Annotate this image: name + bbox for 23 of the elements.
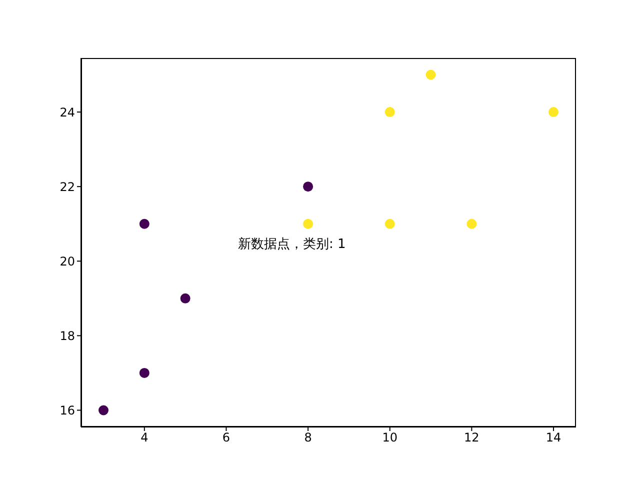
point	[384, 107, 395, 118]
x-tick-label: 8	[304, 430, 312, 445]
point	[548, 107, 558, 118]
x-tick-label: 10	[382, 430, 398, 445]
y-tick-label: 24	[60, 105, 75, 120]
point	[466, 218, 477, 229]
point	[303, 218, 314, 229]
point	[426, 70, 436, 80]
x-tick-label: 14	[546, 430, 562, 445]
y-tick-label: 20	[60, 254, 75, 268]
point	[98, 405, 108, 416]
y-tick-label: 22	[60, 180, 75, 194]
point	[139, 218, 150, 229]
point	[303, 182, 314, 192]
point	[384, 218, 395, 229]
y-tick-label: 16	[60, 403, 75, 418]
point	[139, 368, 150, 378]
annotation: 新数据点，类别: 1	[238, 237, 346, 253]
point	[180, 293, 190, 304]
y-tick-label: 18	[60, 328, 75, 343]
x-tick-label: 4	[140, 430, 148, 445]
x-tick-label: 6	[222, 430, 230, 445]
x-tick-label: 12	[464, 430, 480, 445]
